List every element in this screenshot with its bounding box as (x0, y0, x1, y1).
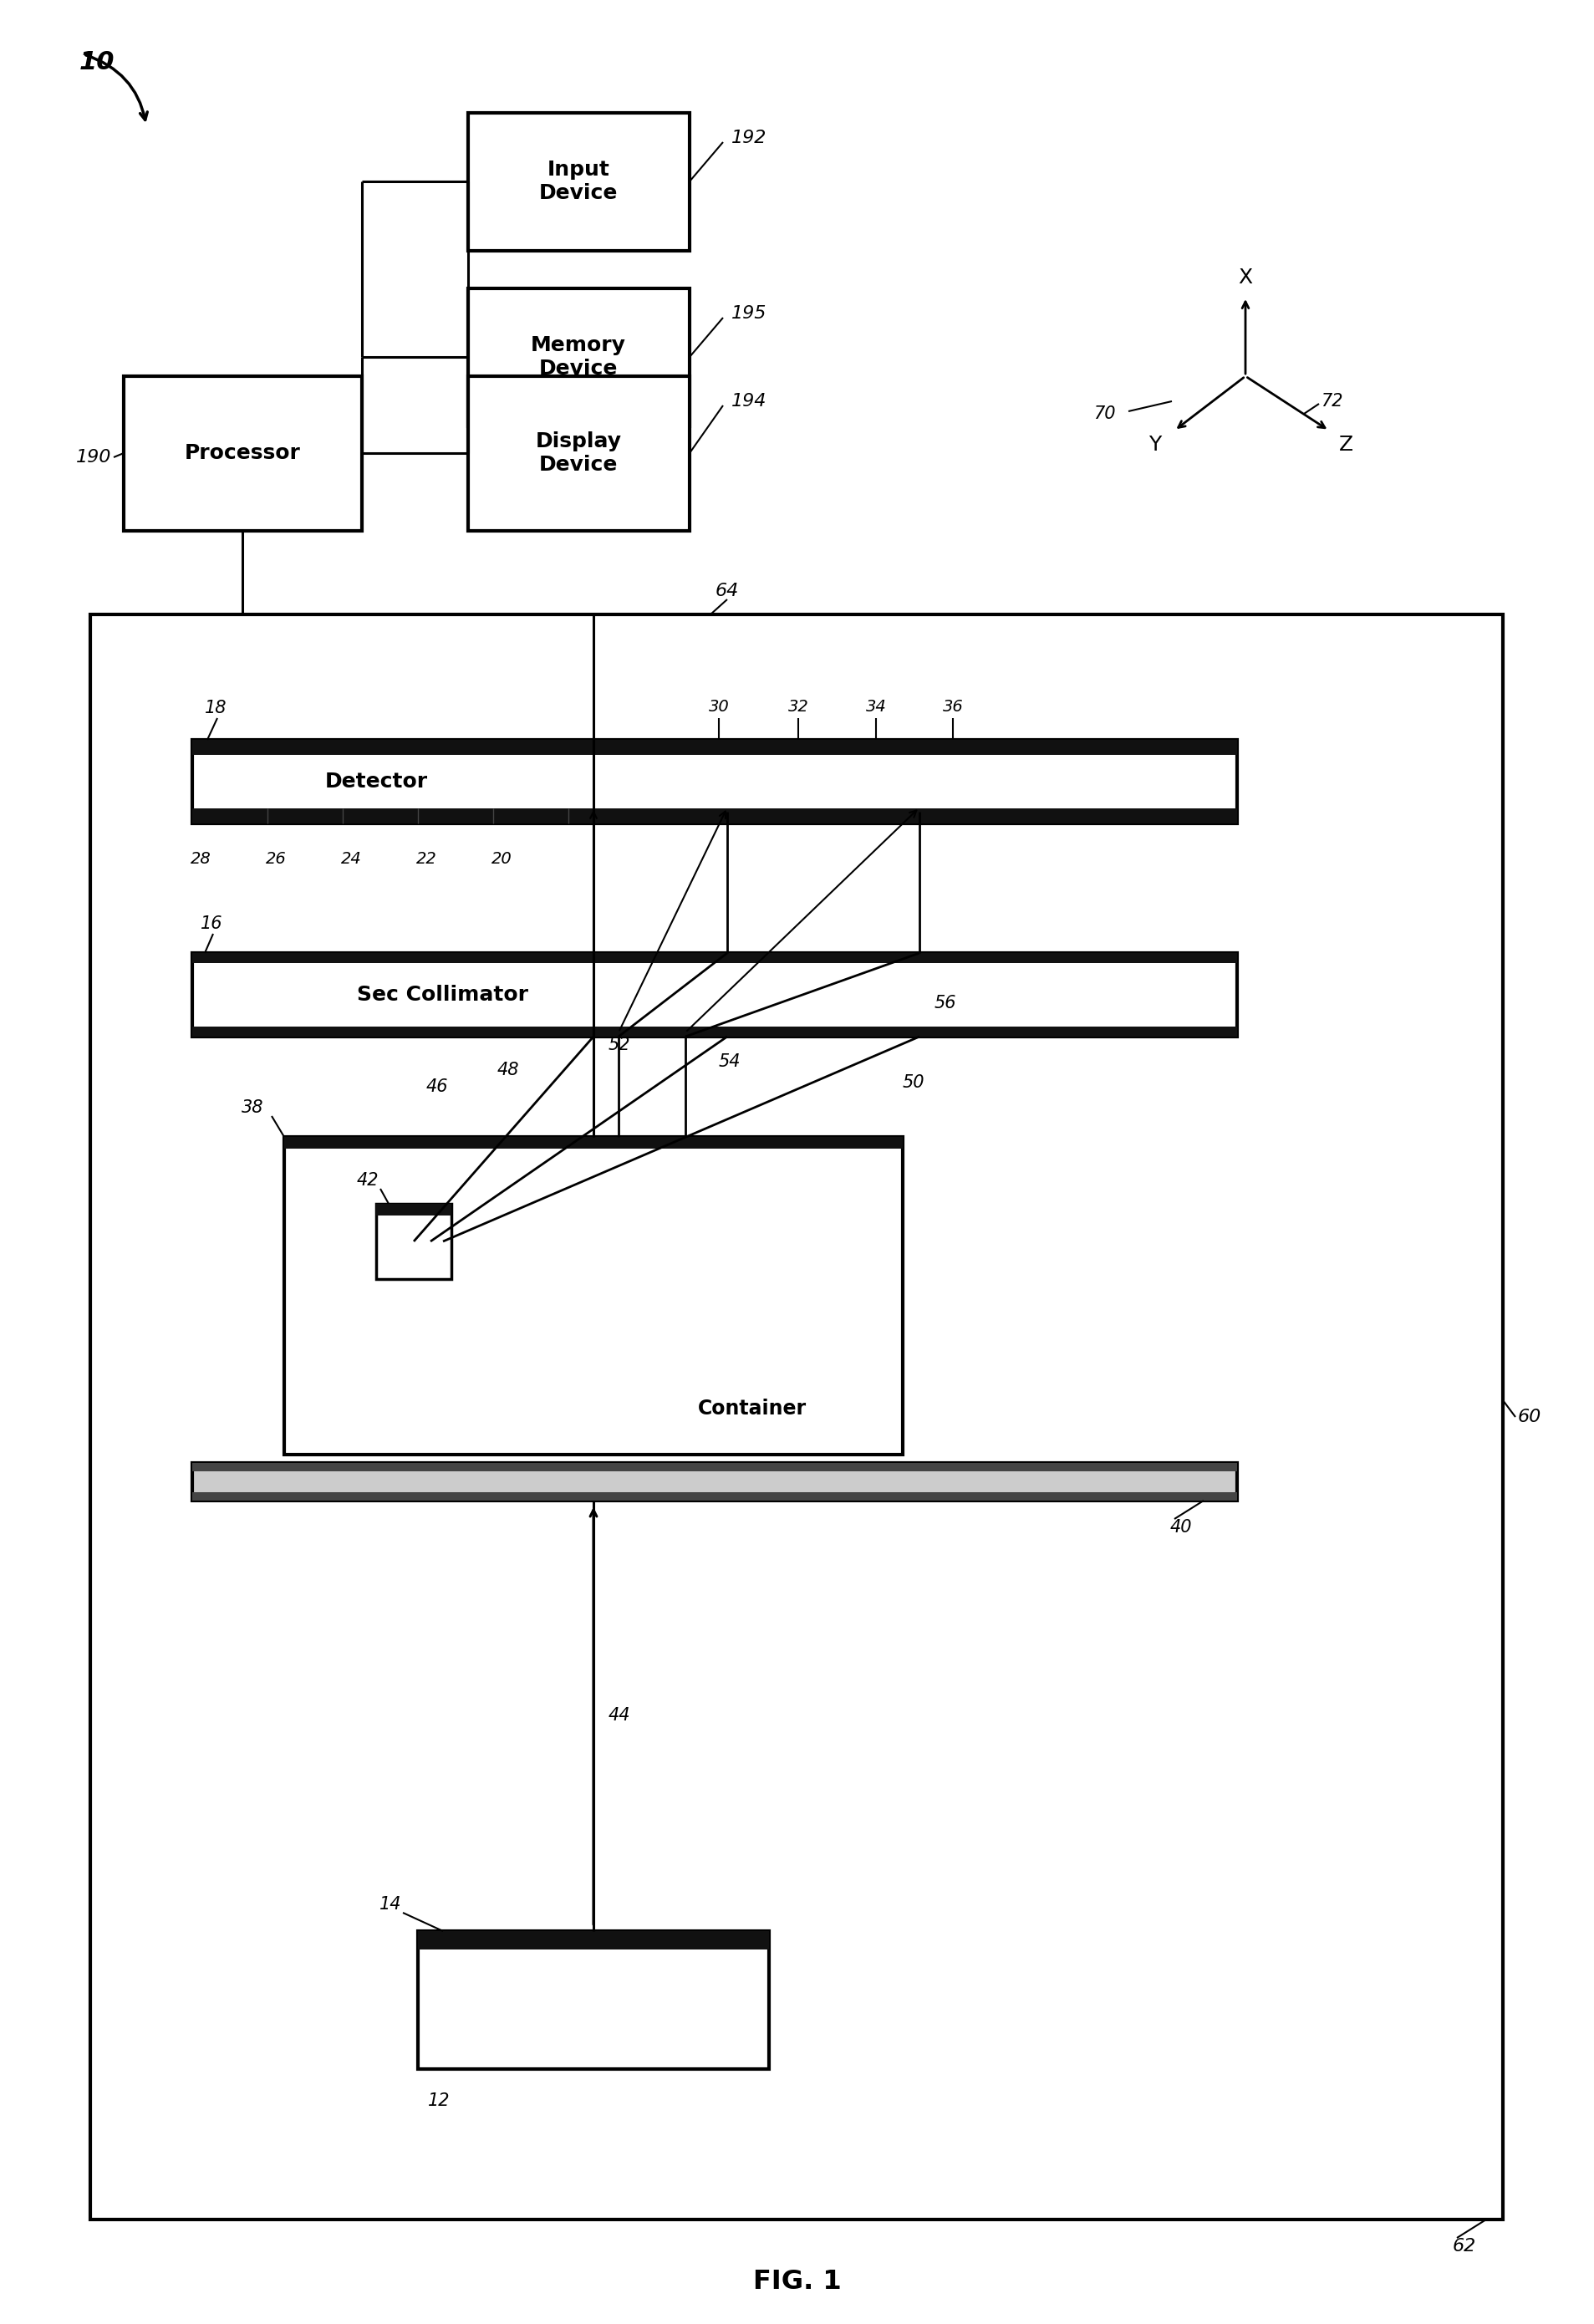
Text: 60: 60 (1517, 1408, 1541, 1425)
Bar (284, 1136, 902, 1455)
Bar (193, 809, 1237, 823)
Text: 10: 10 (80, 51, 115, 74)
Bar (193, 953, 1237, 1037)
Text: Display
Device: Display Device (536, 432, 622, 474)
Bar (193, 739, 1237, 823)
Bar (418, 1931, 768, 1950)
Bar (91, 614, 1502, 2219)
Bar (469, 288, 689, 425)
Text: Input
Device: Input Device (539, 160, 617, 202)
Bar (284, 1136, 902, 1148)
Bar (469, 114, 689, 251)
Text: 26: 26 (265, 851, 285, 867)
Bar (124, 376, 362, 530)
Text: 52: 52 (609, 1037, 630, 1053)
Text: 20: 20 (491, 851, 512, 867)
Text: 64: 64 (716, 583, 738, 600)
Text: 34: 34 (866, 700, 886, 713)
Text: 22: 22 (416, 851, 437, 867)
Text: 36: 36 (942, 700, 963, 713)
Bar (193, 953, 1237, 962)
Bar (418, 1931, 768, 2068)
Text: 194: 194 (732, 393, 767, 409)
Bar (193, 1462, 1237, 1471)
Text: 40: 40 (1170, 1520, 1192, 1536)
Text: Y: Y (1148, 435, 1160, 456)
Text: Memory
Device: Memory Device (531, 335, 626, 379)
Text: FIG. 1: FIG. 1 (752, 2268, 842, 2296)
Bar (193, 739, 1237, 755)
Text: 30: 30 (708, 700, 728, 713)
Text: 70: 70 (1093, 404, 1116, 423)
Text: 48: 48 (497, 1062, 520, 1078)
Bar (193, 1462, 1237, 1501)
Text: 12: 12 (427, 2092, 450, 2110)
Text: 28: 28 (190, 851, 210, 867)
Text: 24: 24 (341, 851, 362, 867)
Text: Container: Container (698, 1399, 807, 1418)
Bar (469, 376, 689, 530)
Text: Processor: Processor (185, 444, 300, 462)
Bar (376, 1204, 451, 1278)
Text: 42: 42 (357, 1171, 379, 1190)
Text: 14: 14 (379, 1896, 402, 1913)
Text: 38: 38 (241, 1099, 263, 1116)
Text: 44: 44 (609, 1708, 630, 1724)
Text: 50: 50 (902, 1074, 925, 1090)
Text: 195: 195 (732, 304, 767, 321)
Text: 190: 190 (75, 449, 112, 465)
Text: 192: 192 (732, 130, 767, 146)
Text: 16: 16 (201, 916, 223, 932)
Bar (376, 1204, 451, 1215)
Text: 18: 18 (204, 700, 226, 716)
Text: 46: 46 (426, 1078, 448, 1095)
Text: Detector: Detector (325, 772, 427, 792)
Text: 54: 54 (719, 1053, 741, 1069)
Bar (193, 1492, 1237, 1501)
Text: 62: 62 (1452, 2238, 1476, 2254)
Text: 32: 32 (787, 700, 808, 713)
Bar (193, 1027, 1237, 1037)
Text: 56: 56 (934, 995, 956, 1011)
Text: X: X (1237, 267, 1251, 288)
Text: 72: 72 (1320, 393, 1342, 409)
Text: Z: Z (1337, 435, 1352, 456)
Text: Sec Collimator: Sec Collimator (357, 985, 528, 1004)
